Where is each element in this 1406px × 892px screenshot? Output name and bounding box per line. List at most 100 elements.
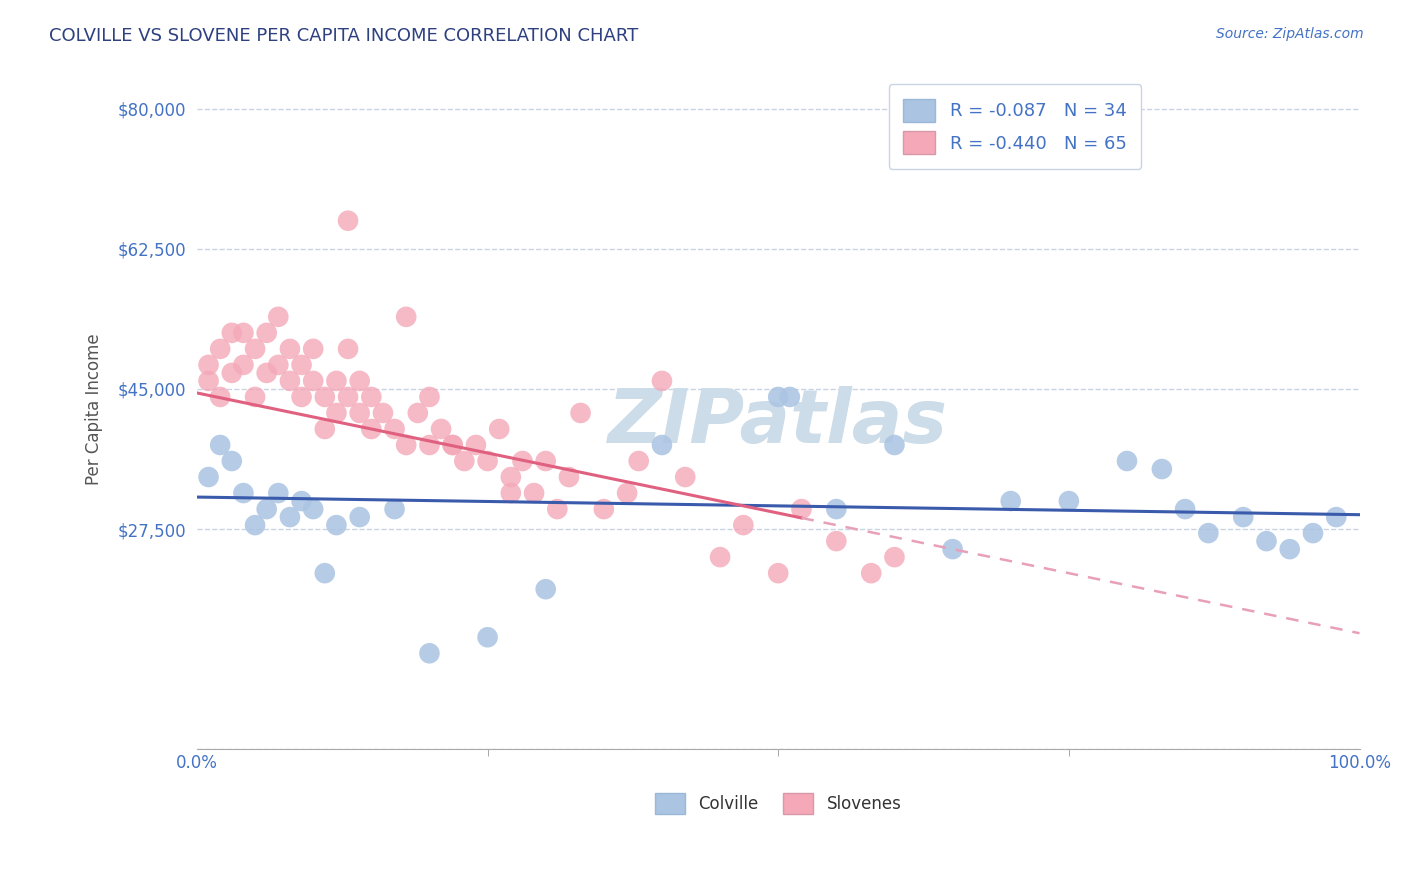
Point <box>512 454 534 468</box>
Point <box>673 470 696 484</box>
Point <box>290 358 312 372</box>
Legend: Colville, Slovenes: Colville, Slovenes <box>647 785 910 822</box>
Point <box>395 438 418 452</box>
Point <box>1302 526 1324 541</box>
Point <box>232 326 254 340</box>
Point <box>314 566 336 581</box>
Point <box>278 374 301 388</box>
Point <box>534 582 557 597</box>
Point <box>406 406 429 420</box>
Point <box>314 422 336 436</box>
Point <box>592 502 614 516</box>
Point <box>197 358 219 372</box>
Point <box>267 358 290 372</box>
Point <box>477 454 499 468</box>
Point <box>477 630 499 644</box>
Point <box>325 406 347 420</box>
Point <box>256 502 278 516</box>
Point <box>1057 494 1080 508</box>
Point <box>209 390 232 404</box>
Point <box>546 502 568 516</box>
Point <box>1232 510 1254 524</box>
Point <box>883 550 905 565</box>
Point <box>325 518 347 533</box>
Point <box>314 390 336 404</box>
Point <box>384 502 406 516</box>
Point <box>616 486 638 500</box>
Point <box>523 486 546 500</box>
Point <box>243 518 266 533</box>
Point <box>441 438 464 452</box>
Point <box>221 366 243 380</box>
Point <box>360 422 382 436</box>
Point <box>1174 502 1197 516</box>
Point <box>278 510 301 524</box>
Point <box>651 438 673 452</box>
Point <box>197 470 219 484</box>
Point <box>499 486 522 500</box>
Point <box>349 374 371 388</box>
Point <box>488 422 510 436</box>
Point <box>278 342 301 356</box>
Point <box>232 486 254 500</box>
Point <box>243 390 266 404</box>
Point <box>209 342 232 356</box>
Point <box>709 550 731 565</box>
Point <box>371 406 394 420</box>
Point <box>430 422 453 436</box>
Point <box>1116 454 1139 468</box>
Point <box>1000 494 1022 508</box>
Point <box>1278 542 1301 557</box>
Point <box>418 438 440 452</box>
Point <box>860 566 883 581</box>
Point <box>766 390 789 404</box>
Point <box>302 502 325 516</box>
Point <box>243 342 266 356</box>
Point <box>256 326 278 340</box>
Point <box>790 502 813 516</box>
Point <box>1197 526 1219 541</box>
Point <box>197 374 219 388</box>
Point <box>267 310 290 324</box>
Y-axis label: Per Capita Income: Per Capita Income <box>86 333 103 484</box>
Point <box>290 494 312 508</box>
Point <box>302 342 325 356</box>
Point <box>360 390 382 404</box>
Text: ZIPatlas: ZIPatlas <box>609 386 948 459</box>
Point <box>418 390 440 404</box>
Point <box>453 454 475 468</box>
Point <box>337 213 360 227</box>
Point <box>883 438 905 452</box>
Point <box>384 422 406 436</box>
Text: Source: ZipAtlas.com: Source: ZipAtlas.com <box>1216 27 1364 41</box>
Point <box>465 438 488 452</box>
Point <box>349 406 371 420</box>
Point <box>1256 534 1278 549</box>
Point <box>337 342 360 356</box>
Point <box>232 358 254 372</box>
Point <box>1150 462 1173 476</box>
Text: COLVILLE VS SLOVENE PER CAPITA INCOME CORRELATION CHART: COLVILLE VS SLOVENE PER CAPITA INCOME CO… <box>49 27 638 45</box>
Point <box>337 390 360 404</box>
Point <box>441 438 464 452</box>
Point <box>766 566 789 581</box>
Point <box>558 470 581 484</box>
Point <box>302 374 325 388</box>
Point <box>627 454 650 468</box>
Point <box>499 470 522 484</box>
Point <box>325 374 347 388</box>
Point <box>651 374 673 388</box>
Point <box>395 310 418 324</box>
Point <box>825 534 848 549</box>
Point <box>267 486 290 500</box>
Point <box>221 326 243 340</box>
Point <box>418 646 440 660</box>
Point <box>825 502 848 516</box>
Point <box>349 510 371 524</box>
Point <box>1324 510 1347 524</box>
Point <box>221 454 243 468</box>
Point <box>534 454 557 468</box>
Point <box>779 390 801 404</box>
Point <box>290 390 312 404</box>
Point <box>569 406 592 420</box>
